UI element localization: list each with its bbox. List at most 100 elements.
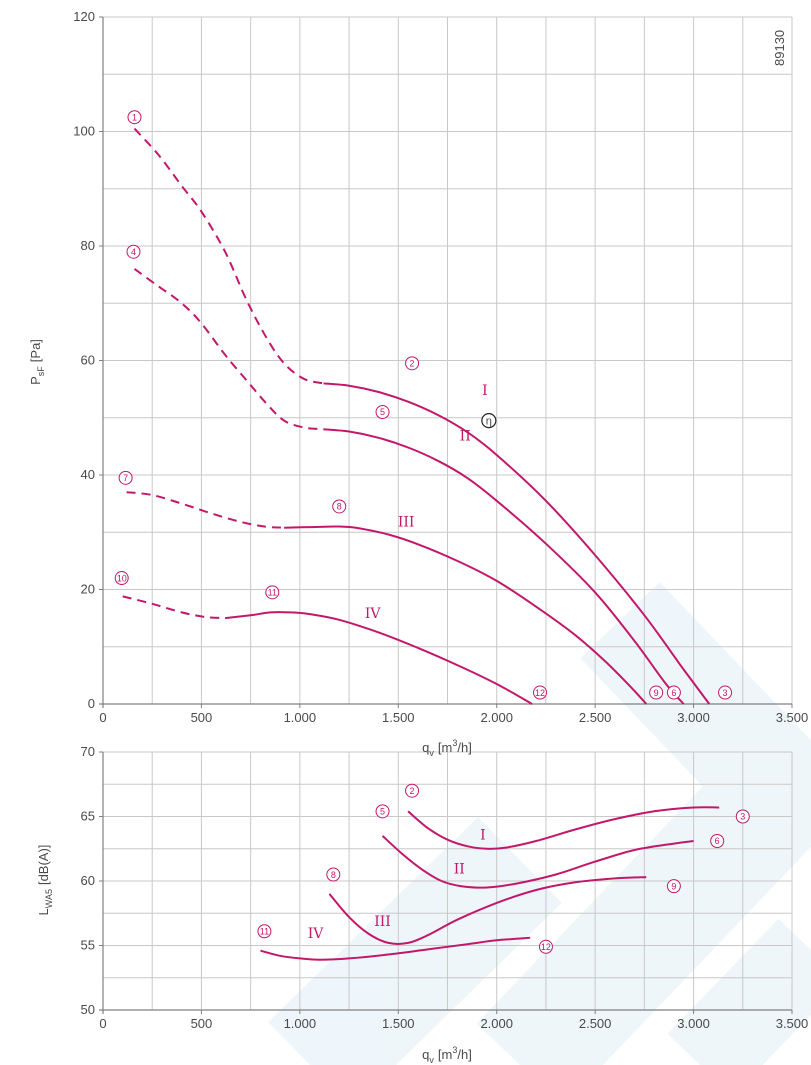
point-marker-label: 11 xyxy=(260,927,269,937)
sound-power-chart: 0 500 1.000 1.500 2.000 2.500 3.000 3.500 50 55 60… xyxy=(81,744,809,1031)
point-marker-label: 4 xyxy=(131,247,136,257)
point-marker-label: 9 xyxy=(671,881,676,891)
x-tick-label: 2.000 xyxy=(480,1016,513,1031)
x-tick-label: 3.500 xyxy=(776,1016,809,1031)
point-marker-circle xyxy=(332,499,347,514)
point-marker-label: 2 xyxy=(410,359,415,369)
series-line-IV xyxy=(224,611,533,705)
y-tick-label: 80 xyxy=(81,238,95,253)
series-line-IV-dashed xyxy=(122,595,226,620)
x-tick-label: 3.000 xyxy=(677,710,710,725)
point-marker-circle xyxy=(118,470,133,485)
pressure-x-axis-label: qv [m3/h] xyxy=(422,738,472,758)
series-label-III: III xyxy=(374,914,391,930)
x-tick-label: 3.000 xyxy=(677,1016,710,1031)
point-marker-label: 12 xyxy=(535,688,545,698)
x-tick-label: 0 xyxy=(99,710,106,725)
series-label-I: I xyxy=(482,383,488,399)
pressure-y-axis-label: PsF[Pa] xyxy=(28,339,46,385)
pressure-chart: 0 500 1.000 1.500 2.000 2.500 3.000 3.500 0 20 40 6… xyxy=(73,9,808,725)
series-line-IV xyxy=(260,936,531,961)
point-marker-circle xyxy=(257,924,272,939)
point-marker-label: 9 xyxy=(654,688,659,698)
point-marker-label: 10 xyxy=(117,573,127,583)
x-tick-label: 500 xyxy=(191,1016,213,1031)
point-marker-circle xyxy=(666,685,681,700)
y-tick-label: 65 xyxy=(81,809,95,824)
sound-x-axis-label: qv [m3/h] xyxy=(422,1045,472,1065)
point-marker-circle xyxy=(735,809,750,824)
x-tick-label: 2.500 xyxy=(579,1016,612,1031)
point-marker-circle xyxy=(375,405,390,420)
series-line-II xyxy=(381,835,694,889)
x-tick-label: 1.000 xyxy=(284,1016,317,1031)
point-marker-label: 11 xyxy=(268,588,277,598)
series-line-I-dashed xyxy=(133,127,324,385)
watermark-logo xyxy=(268,582,811,1065)
series-line-I xyxy=(407,806,720,850)
point-marker-label: 6 xyxy=(671,688,676,698)
point-marker-circle xyxy=(405,783,420,798)
series-label-II: II xyxy=(460,429,471,445)
series-line-III xyxy=(284,525,648,705)
x-tick-label: 1.500 xyxy=(382,1016,415,1031)
point-marker-circle xyxy=(126,244,141,259)
series-line-III xyxy=(328,876,647,945)
x-tick-label: 1.000 xyxy=(284,710,317,725)
x-tick-label: 500 xyxy=(191,710,213,725)
y-tick-label: 60 xyxy=(81,353,95,368)
point-marker-circle xyxy=(375,804,390,819)
point-marker-circle xyxy=(718,685,733,700)
y-tick-label: 50 xyxy=(81,1002,95,1017)
point-marker-circle xyxy=(326,867,341,882)
y-tick-label: 40 xyxy=(81,467,95,482)
point-marker-circle xyxy=(114,571,129,586)
y-tick-label: 20 xyxy=(81,582,95,597)
point-marker-label: 3 xyxy=(740,812,745,822)
point-marker-circle xyxy=(649,685,664,700)
point-marker-label: 12 xyxy=(541,942,551,952)
series-line-I xyxy=(323,382,711,705)
y-tick-label: 55 xyxy=(81,938,95,953)
point-marker-circle xyxy=(538,939,553,954)
sound-y-axis-label: LWA5[dB(A)] xyxy=(36,845,54,916)
series-line-II-dashed xyxy=(133,268,324,431)
x-tick-label: 3.500 xyxy=(776,710,809,725)
point-marker-label: 3 xyxy=(723,688,728,698)
series-label-II: II xyxy=(454,861,465,877)
series-label-IV: IV xyxy=(365,606,382,622)
y-tick-label: 100 xyxy=(73,124,95,139)
point-marker-label: 1 xyxy=(132,112,137,122)
series-label-IV: IV xyxy=(308,926,325,942)
point-marker-label: 8 xyxy=(337,502,342,512)
efficiency-point-label: η xyxy=(486,416,492,428)
y-tick-label: 120 xyxy=(73,9,95,24)
point-marker-label: 7 xyxy=(123,473,128,483)
point-marker-label: 2 xyxy=(410,786,415,796)
x-tick-label: 2.500 xyxy=(579,710,612,725)
point-marker-label: 5 xyxy=(380,407,385,417)
point-marker-circle xyxy=(405,356,420,371)
point-marker-label: 6 xyxy=(715,836,720,846)
point-marker-circle xyxy=(710,834,725,849)
y-tick-label: 60 xyxy=(81,873,95,888)
point-marker-circle xyxy=(533,685,548,700)
x-tick-label: 2.000 xyxy=(480,710,513,725)
point-marker-circle xyxy=(265,585,280,600)
point-marker-circle xyxy=(127,110,142,125)
efficiency-point-marker xyxy=(481,413,497,429)
watermark-stroke xyxy=(667,918,811,1065)
x-tick-label: 0 xyxy=(99,1016,106,1031)
watermark-stroke xyxy=(268,817,562,1065)
series-label-III: III xyxy=(398,515,415,531)
y-tick-label: 0 xyxy=(88,696,95,711)
series-line-III-dashed xyxy=(126,491,285,529)
series-line-II xyxy=(323,428,685,705)
watermark-stroke xyxy=(580,582,811,858)
y-tick-label: 70 xyxy=(81,744,95,759)
x-tick-label: 1.500 xyxy=(382,710,415,725)
watermark-stroke xyxy=(476,718,811,1065)
series-label-I: I xyxy=(480,828,486,844)
point-marker-circle xyxy=(666,879,681,894)
point-marker-label: 8 xyxy=(331,870,336,880)
